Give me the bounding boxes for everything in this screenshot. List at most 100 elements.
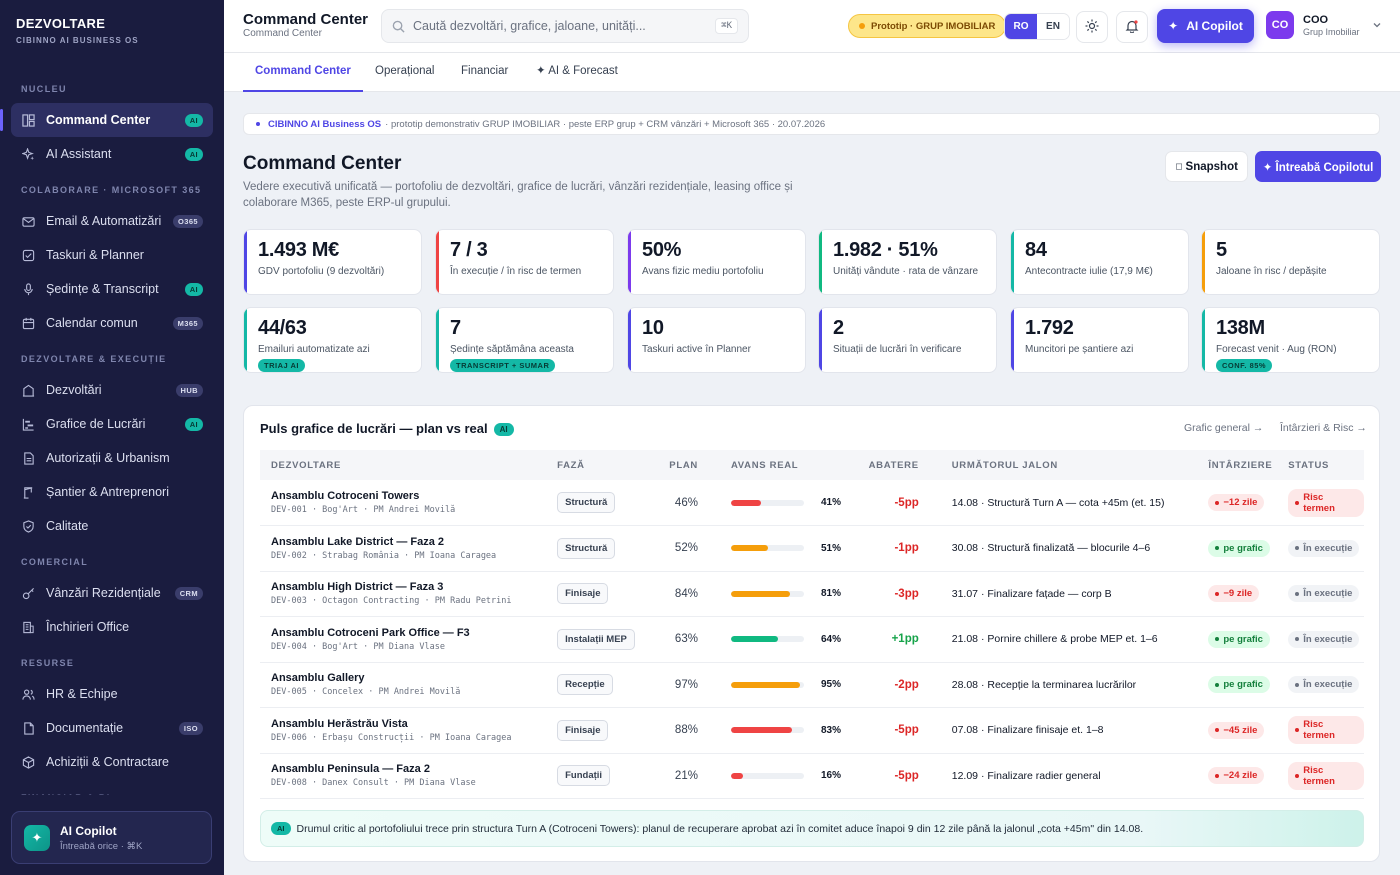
- sidebar-copilot-button[interactable]: ✦ AI Copilot Întreabă orice · ⌘K: [11, 811, 212, 864]
- cell-next-milestone: 28.08 · Recepție la terminarea lucrărilo…: [940, 662, 1198, 708]
- progress-bar-fill: [730, 772, 743, 779]
- kpi-card[interactable]: 2 Situații de lucrări în verificare: [818, 307, 997, 373]
- table-row[interactable]: Ansamblu Cotroceni Towers DEV-001 · Bog'A…: [260, 480, 1364, 526]
- users-icon: [21, 687, 35, 701]
- sidebar-item-calendar-comun[interactable]: Calendar comun M365: [11, 306, 213, 340]
- development-name[interactable]: Ansamblu Peninsula — Faza 2: [271, 763, 430, 776]
- tab-financiar[interactable]: Financiar: [461, 65, 509, 77]
- kpi-label: Unități vândute · rata de vânzare: [833, 266, 979, 277]
- lang-en-button[interactable]: EN: [1037, 14, 1069, 39]
- sidebar-item-vanzari-rezidentiale[interactable]: Vânzări Rezidențiale CRM: [11, 576, 213, 610]
- ai-copilot-button[interactable]: ✦ AI Copilot: [1157, 9, 1254, 43]
- progress-value: 16%: [820, 770, 841, 782]
- ai-insight-text: Drumul critic al portofoliului trece pri…: [296, 822, 1144, 835]
- table-row[interactable]: Ansamblu Herăstrău Vista DEV-006 · Erbașu…: [260, 707, 1364, 754]
- banner-title: CIBINNO AI Business OS: [268, 118, 382, 130]
- snapshot-button[interactable]: ◻ Snapshot: [1165, 151, 1248, 182]
- kpi-card[interactable]: 7 / 3 În execuție / în risc de termen: [435, 229, 614, 295]
- sidebar-item-taskuri-planner[interactable]: Taskuri & Planner: [11, 238, 213, 272]
- cell-delay: pe grafic: [1197, 616, 1278, 663]
- progress-value: 64%: [820, 633, 841, 645]
- sidebar-item-santier-antreprenori[interactable]: Șantier & Antreprenori: [11, 475, 213, 509]
- kpi-card[interactable]: 7 Ședințe săptămâna aceasta TRANSCRIPT + S…: [435, 307, 614, 373]
- sidebar-item-sedinte-transcript[interactable]: Ședințe & Transcript AI: [11, 272, 213, 306]
- sidebar-item-inchirieri-office[interactable]: Închirieri Office: [11, 610, 213, 644]
- progress-bar-fill: [730, 727, 792, 734]
- cell-phase: Structură: [546, 525, 659, 572]
- kpi-card[interactable]: 50% Avans fizic mediu portofoliu: [627, 229, 806, 295]
- cell-real-progress: 95%: [719, 662, 858, 708]
- kpi-label: Situații de lucrări în verificare: [833, 344, 962, 355]
- crane-icon: [21, 485, 35, 499]
- kpi-label: Taskuri active în Planner: [642, 344, 751, 355]
- kpi-card[interactable]: 1.493 M€ GDV portofoliu (9 dezvoltări): [243, 229, 422, 295]
- kpi-card[interactable]: 1.792 Muncitori pe șantiere azi: [1010, 307, 1189, 373]
- office-icon: [21, 620, 35, 634]
- sidebar-item-label: Închirieri Office: [46, 620, 130, 634]
- table-row[interactable]: Ansamblu Lake District — Faza 2 DEV-002 ·…: [260, 525, 1364, 572]
- cell-next-milestone: 14.08 · Structură Turn A — cota +45m (et…: [940, 480, 1198, 526]
- sidebar-item-badge: AI: [184, 282, 203, 296]
- search-input[interactable]: [413, 19, 716, 33]
- sidebar-item-email-automatizari[interactable]: Email & Automatizări O365: [11, 204, 213, 238]
- tab-operational[interactable]: Operațional: [375, 65, 435, 77]
- sparkle-icon: ✦: [24, 824, 50, 851]
- sidebar-section-label: RESURSE: [21, 658, 75, 668]
- cell-plan: 84%: [658, 571, 720, 617]
- progress-bar-fill: [730, 590, 791, 597]
- kpi-card[interactable]: 1.982 · 51% Unități vândute · rata de vân…: [818, 229, 997, 295]
- brand-title: DEZVOLTARE: [16, 16, 106, 31]
- development-name[interactable]: Ansamblu Cotroceni Towers: [271, 490, 420, 502]
- prototype-badge-label: Prototip · GRUP IMOBILIAR: [871, 20, 996, 32]
- table-body: Ansamblu Cotroceni Towers DEV-001 · Bog'A…: [260, 480, 1364, 799]
- notifications-button[interactable]: [1116, 11, 1148, 43]
- sidebar-item-calitate[interactable]: Calitate: [11, 509, 213, 543]
- cell-deviation: -5pp: [857, 707, 941, 754]
- kpi-card[interactable]: 44/63 Emailuri automatizate azi TRIAJ AI: [243, 307, 422, 373]
- table-row[interactable]: Ansamblu High District — Faza 3 DEV-003 ·…: [260, 571, 1364, 617]
- sidebar-item-documentatie[interactable]: Documentație ISO: [11, 711, 213, 745]
- tab-command-center[interactable]: Command Center: [243, 53, 363, 92]
- lang-ro-button[interactable]: RO: [1005, 14, 1037, 39]
- sidebar-item-autorizatii-urbanism[interactable]: Autorizații & Urbanism: [11, 441, 213, 475]
- ai-copilot-label: AI Copilot: [1186, 19, 1243, 33]
- sidebar-item-ai-assistant[interactable]: AI Assistant AI: [11, 137, 213, 171]
- sidebar-item-command-center[interactable]: Command Center AI: [0, 103, 213, 137]
- development-name[interactable]: Ansamblu Cotroceni Park Office — F3: [271, 626, 470, 639]
- theme-toggle-button[interactable]: [1076, 11, 1108, 43]
- development-name[interactable]: Ansamblu Gallery: [271, 672, 365, 685]
- sidebar-item-achizitii-contractare[interactable]: Achiziții & Contractare: [11, 745, 213, 779]
- development-meta: DEV-003 · Octagon Contracting · PM Radu …: [271, 596, 512, 607]
- development-name[interactable]: Ansamblu High District — Faza 3: [271, 581, 444, 594]
- ask-copilot-button[interactable]: ✦ Întreabă Copilotul: [1255, 151, 1381, 182]
- sidebar-item-hr-echipe[interactable]: HR & Echipe: [11, 677, 213, 711]
- table-row[interactable]: Ansamblu Peninsula — Faza 2 DEV-008 · Dan…: [260, 753, 1364, 799]
- delays-risk-link[interactable]: Întârzieri & Risc →: [1280, 422, 1367, 434]
- development-meta: DEV-008 · Danex Consult · PM Diana Vlase: [271, 778, 476, 789]
- sidebar-item-label: Vânzări Rezidențiale: [46, 586, 161, 600]
- kpi-card[interactable]: 84 Antecontracte iulie (17,9 M€): [1010, 229, 1189, 295]
- kpi-value: 7 / 3: [450, 239, 488, 261]
- sidebar-item-grafice-de-lucrari[interactable]: Grafice de Lucrări AI: [11, 407, 213, 441]
- table-row[interactable]: Ansamblu Cotroceni Park Office — F3 DEV-0…: [260, 616, 1364, 663]
- user-menu[interactable]: CO COO Grup Imobiliar: [1266, 11, 1382, 39]
- column-header: AVANS REAL: [730, 459, 799, 471]
- table-row[interactable]: Ansamblu Gallery DEV-005 · Concelex · PM …: [260, 662, 1364, 708]
- kpi-card[interactable]: 138M Forecast venit · Aug (RON) CONF. 85%: [1201, 307, 1380, 373]
- building-icon: [21, 383, 35, 397]
- kpi-card[interactable]: 10 Taskuri active în Planner: [627, 307, 806, 373]
- cell-plan: 88%: [658, 707, 720, 754]
- cell-next-milestone: 07.08 · Finalizare finisaje et. 1–8: [940, 707, 1198, 754]
- cell-deviation: -5pp: [857, 753, 941, 799]
- sidebar-item-dezvoltari[interactable]: Dezvoltări HUB: [11, 373, 213, 407]
- development-name[interactable]: Ansamblu Lake District — Faza 2: [271, 535, 444, 548]
- sidebar-item-label: HR & Echipe: [46, 687, 118, 701]
- sidebar: DEZVOLTARE CIBINNO AI BUSINESS OS NUCLEU…: [0, 0, 224, 875]
- kpi-card[interactable]: 5 Jaloane în risc / depășite: [1201, 229, 1380, 295]
- general-chart-link[interactable]: Grafic general →: [1184, 422, 1264, 434]
- search-box[interactable]: ⌘K: [381, 9, 749, 43]
- development-name[interactable]: Ansamblu Herăstrău Vista: [271, 717, 408, 730]
- tab-ai-forecast[interactable]: ✦ AI & Forecast: [536, 65, 618, 77]
- progress-bar-fill: [730, 499, 761, 506]
- copilot-subtitle: Întreabă orice · ⌘K: [60, 840, 143, 852]
